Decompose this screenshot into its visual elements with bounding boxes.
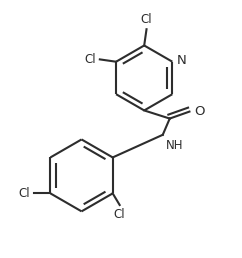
- Text: Cl: Cl: [114, 208, 125, 221]
- Text: O: O: [194, 105, 204, 118]
- Text: NH: NH: [166, 139, 184, 152]
- Text: Cl: Cl: [141, 13, 152, 26]
- Text: Cl: Cl: [84, 53, 96, 66]
- Text: N: N: [176, 54, 186, 67]
- Text: Cl: Cl: [18, 187, 30, 200]
